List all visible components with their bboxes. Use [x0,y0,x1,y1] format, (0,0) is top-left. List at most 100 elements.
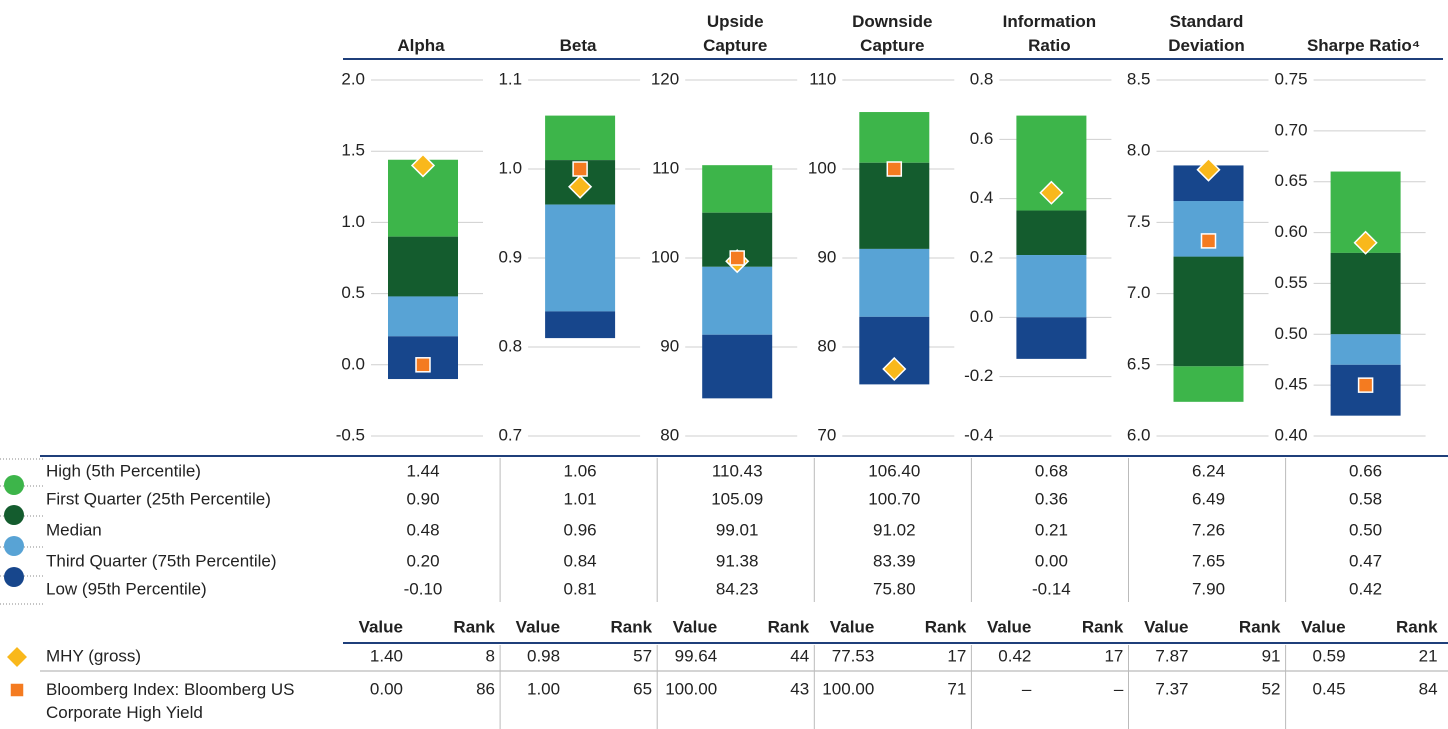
bar-band [545,115,616,161]
y-tick-label: 100 [808,158,836,177]
bar-band [388,296,458,337]
column-header: Value [673,617,717,636]
table-cell: 100.70 [868,489,920,508]
legend-label: MHY (gross) [46,646,141,665]
table-cell: 0.98 [527,646,560,665]
table-cell: 110.43 [712,461,763,480]
panel-title: Alpha [397,36,445,55]
column-header: Value [830,617,874,636]
y-tick-label: 0.7 [498,425,522,444]
table-cell: 84 [1419,679,1438,698]
column-header: Rank [1082,617,1124,636]
y-tick-label: 80 [817,336,836,355]
legend-label: Median [46,520,102,539]
bar-band [702,165,773,213]
y-tick-label: 0.65 [1275,171,1308,190]
table-cell: 7.37 [1155,679,1188,698]
table-cell: 6.24 [1192,461,1225,480]
table-cell: 91.02 [873,520,916,539]
table-cell: 99.01 [716,520,759,539]
legend-label: Third Quarter (75th Percentile) [46,551,277,570]
bar-band [1016,255,1087,318]
table-cell: 0.21 [1035,520,1068,539]
marker [1196,157,1221,182]
y-tick-label: 7.0 [1127,283,1151,302]
table-cell: 71 [947,679,966,698]
table-cell: 0.90 [406,489,439,508]
y-tick-label: 0.8 [970,69,994,88]
y-tick-label: 0.70 [1275,120,1308,139]
column-header: Rank [611,617,653,636]
y-tick-label: 0.0 [970,307,994,326]
marker [882,356,907,382]
y-tick-label: 120 [651,69,679,88]
y-tick-label: 6.5 [1127,354,1151,373]
column-header: Value [359,617,403,636]
table-cell: 99.64 [675,646,718,665]
table-cell: 91.38 [716,551,759,570]
legend-label: First Quarter (25th Percentile) [46,489,271,508]
column-header: Rank [1396,617,1438,636]
y-tick-label: 110 [652,158,679,177]
marker [568,174,593,199]
table-cell: 1.00 [527,679,560,698]
marker [729,250,745,266]
table-cell: 75.80 [873,579,916,598]
column-header: Rank [925,617,967,636]
table-cell: 0.47 [1349,551,1382,570]
table-cell: 1.44 [406,461,439,480]
legend-label: High (5th Percentile) [46,461,201,480]
table-cell: – [1022,679,1032,698]
table-cell: 1.40 [370,646,403,665]
table-cell: 52 [1262,679,1281,698]
table-cell: 0.68 [1035,461,1068,480]
bar-band [1016,317,1087,359]
table-cell: 65 [633,679,652,698]
table-cell: 1.06 [564,461,597,480]
bar-band [1330,252,1401,335]
table-cell: 0.50 [1349,520,1382,539]
y-tick-label: 0.6 [970,129,994,148]
column-header: Rank [453,617,495,636]
bar-band [702,266,773,335]
y-tick-label: 1.0 [341,212,365,231]
column-header: Value [516,617,560,636]
marker [410,153,436,178]
marker [572,161,588,177]
table-cell: 57 [633,646,652,665]
table-cell: 7.87 [1155,646,1188,665]
y-tick-label: 1.1 [498,69,522,88]
table-cell: 7.65 [1192,551,1225,570]
y-tick-label: 100 [651,247,679,266]
legend-swatch [4,567,24,587]
table-cell: 0.96 [564,520,597,539]
y-tick-label: 1.0 [498,158,522,177]
table-cell: 6.49 [1192,489,1225,508]
y-tick-label: 90 [660,336,679,355]
table-cell: 100.00 [665,679,717,698]
panel-title: Standard Deviation [1168,12,1245,55]
table-cell: 21 [1419,646,1438,665]
bar-band [1173,366,1244,402]
table-cell: 91 [1262,646,1281,665]
marker [1200,233,1217,249]
table-cell: 0.81 [564,579,597,598]
table-cell: 0.48 [406,520,439,539]
bar-band [545,204,616,312]
table-cell: 17 [947,646,966,665]
y-tick-label: 0.8 [498,336,522,355]
y-tick-label: 70 [817,425,836,444]
bar-band [859,112,930,163]
table-cell: 0.42 [1349,579,1382,598]
panel-title: Downside Capture [852,12,933,55]
y-tick-label: 1.5 [341,141,365,160]
y-tick-label: 0.60 [1275,222,1308,241]
table-cell: 0.84 [564,551,597,570]
y-tick-label: 0.55 [1275,273,1308,292]
y-tick-label: -0.4 [964,425,993,444]
table-cell: 0.45 [1313,679,1346,698]
bar-band [1330,334,1401,365]
table-cell: 17 [1104,646,1123,665]
table-cell: 7.26 [1192,520,1225,539]
